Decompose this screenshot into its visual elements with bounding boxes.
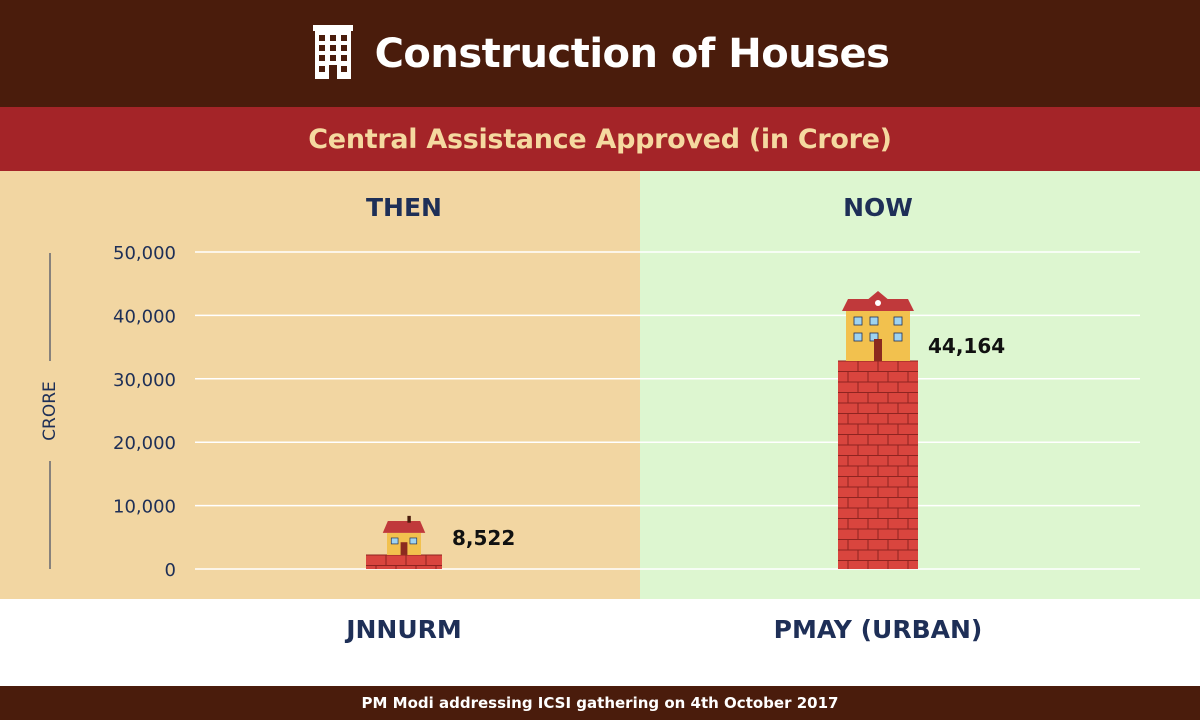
data-label-1: 44,164	[928, 334, 1005, 358]
y-tick-label: 20,000	[113, 433, 176, 454]
y-axis-label: CRORE	[40, 381, 60, 441]
header-bar	[0, 0, 1200, 107]
chart-subtitle: Central Assistance Approved (in Crore)	[308, 123, 892, 155]
y-tick-label: 50,000	[113, 243, 176, 264]
house-icon-large	[842, 291, 914, 362]
category-label-pmay: PMAY (URBAN)	[773, 615, 983, 644]
y-tick-label: 0	[165, 560, 176, 581]
footer-bar: PM Modi addressing ICSI gathering on 4th…	[0, 686, 1200, 720]
bar-0	[366, 554, 442, 569]
now-label: NOW	[843, 193, 913, 222]
bar-chart: 0 10,000 20,000 30,000 40,000 50,000 CRORE 8,52…	[40, 243, 1140, 581]
y-tick-label: 30,000	[113, 370, 176, 391]
then-label: THEN	[366, 193, 442, 222]
y-tick-label: 40,000	[113, 306, 176, 327]
subtitle-bar: Central Assistance Approved (in Crore)	[0, 107, 1200, 171]
building-icon	[311, 24, 355, 83]
y-tick-label: 10,000	[113, 497, 176, 518]
category-label-jnnurm: JNNURM	[346, 615, 462, 644]
page-title: Construction of Houses	[374, 30, 890, 77]
then-panel	[0, 171, 640, 599]
data-label-0: 8,522	[452, 526, 515, 550]
title-area: Construction of Houses	[0, 0, 1200, 107]
now-panel	[640, 171, 1200, 599]
footer-caption: PM Modi addressing ICSI gathering on 4th…	[361, 694, 839, 712]
house-icon-small	[382, 515, 426, 555]
